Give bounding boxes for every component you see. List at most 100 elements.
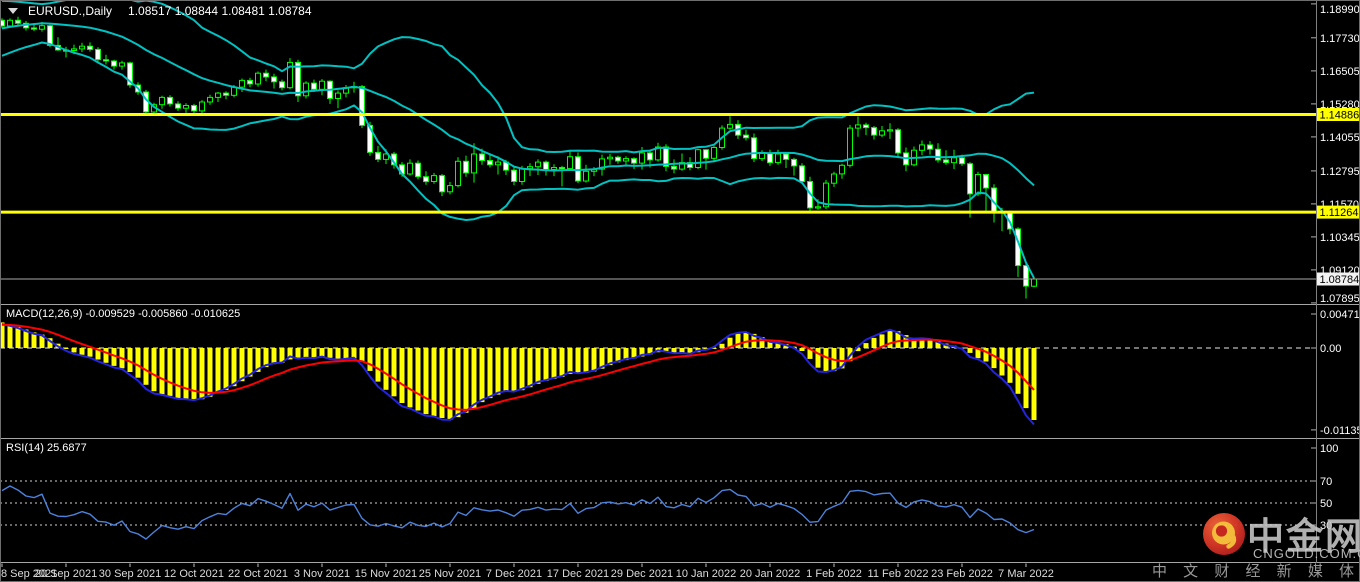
candle-body [631,158,637,164]
macd-histogram-bar [7,325,13,348]
candle-body [407,162,413,175]
candle-body [895,129,901,154]
bb-middle-line [1,22,1035,187]
candle-body [159,96,165,106]
macd-line-blue [1,323,1035,426]
macd-histogram-bar [367,348,373,371]
candle-body [247,79,253,85]
candle-body [111,60,117,67]
macd-histogram-bar [551,348,557,379]
macd-histogram-bar [639,348,645,357]
macd-histogram-bar [623,348,629,361]
candle-body [943,159,949,164]
candle-body [711,147,717,159]
macd-histogram-bar [47,338,53,348]
macd-histogram-bar [879,334,885,348]
candle-body [855,124,861,129]
candle-body [311,82,317,90]
axis-label: 1.07895 [1320,293,1360,305]
macd-histogram-bar [271,348,277,365]
candle-body [871,127,877,136]
axis-label: 10 Jan 2022 [676,568,737,580]
axis-label: 1 Feb 2022 [806,568,862,580]
candle-body [599,158,605,170]
macd-histogram-bar [1031,348,1037,420]
macd-histogram-bar [343,348,349,360]
candle-body [359,86,365,126]
candle-body [447,185,453,193]
axis-label: 30 [1320,520,1332,532]
macd-histogram-bar [319,348,325,358]
macd-histogram-bar [815,348,821,368]
candle-body [495,161,501,166]
candle-body [87,45,93,50]
macd-histogram-bar [31,332,37,348]
macd-histogram-bar [287,348,293,360]
candle-body [223,92,229,96]
macd-histogram-bar [727,337,733,348]
macd-histogram-bar [999,348,1005,376]
macd-histogram-bar [535,348,541,384]
candle-body [847,127,853,166]
macd-histogram-bar [431,348,437,417]
macd-histogram-bar [359,348,365,362]
macd-histogram-bar [191,348,197,400]
axis-label: 11 Feb 2022 [868,568,929,580]
candle-body [623,158,629,162]
macd-histogram-bar [311,348,317,358]
candle-body [671,165,677,170]
axis-label: 20 Sep 2021 [35,568,97,580]
macd-histogram-bar [935,340,941,348]
macd-histogram-bar [743,332,749,348]
macd-histogram-bar [575,348,581,373]
macd-histogram-bar [567,348,573,374]
price-badge [1317,108,1359,121]
candle-body [831,173,837,184]
candle-body [0,19,5,27]
axis-label: 8 Sep 2021 [1,568,57,580]
candle-body [967,163,973,195]
candle-body [183,105,189,109]
macd-histogram-bar [255,348,261,372]
macd-histogram-bar [911,338,917,348]
macd-histogram-bar [871,337,877,348]
rsi-panel [0,480,1316,540]
candle-body [783,153,789,160]
candle-body [271,76,277,83]
candle-body [263,72,269,78]
macd-histogram-bar [559,348,565,377]
macd-histogram-bar [583,348,589,373]
macd-histogram-bar [399,348,405,403]
candle-body [887,129,893,132]
candle-body [431,175,437,183]
macd-histogram-bar [983,348,989,362]
macd-histogram-bar [767,339,773,348]
candle-body [199,101,205,112]
chart-dropdown-icon[interactable] [8,8,18,14]
macd-indicator-label: MACD(12,26,9) -0.009529 -0.005860 -0.010… [6,308,241,320]
macd-histogram-bar [95,348,101,360]
macd-histogram-bar [39,334,45,348]
axis-label: 7 Dec 2021 [486,568,542,580]
axis-label: 3 Nov 2021 [294,568,350,580]
macd-histogram-bar [823,348,829,372]
macd-histogram-bar [479,348,485,403]
candle-body [695,149,701,168]
macd-histogram-bar [615,348,621,363]
candle-body [47,25,53,46]
axis-label: 1.12795 [1320,166,1360,178]
candle-body [791,158,797,167]
candle-body [295,61,301,97]
macd-histogram-bar [687,348,693,354]
axis-label: 1.17730 [1320,33,1360,45]
macd-histogram-bar [127,348,133,372]
candle-body [759,153,765,160]
macd-histogram-bar [143,348,149,385]
macd-histogram-bar [439,348,445,418]
main-price-panel [0,0,1316,299]
macd-histogram-bar [63,348,69,349]
candle-body [559,167,565,170]
macd-histogram-bar [167,348,173,396]
candle-body [455,160,461,187]
